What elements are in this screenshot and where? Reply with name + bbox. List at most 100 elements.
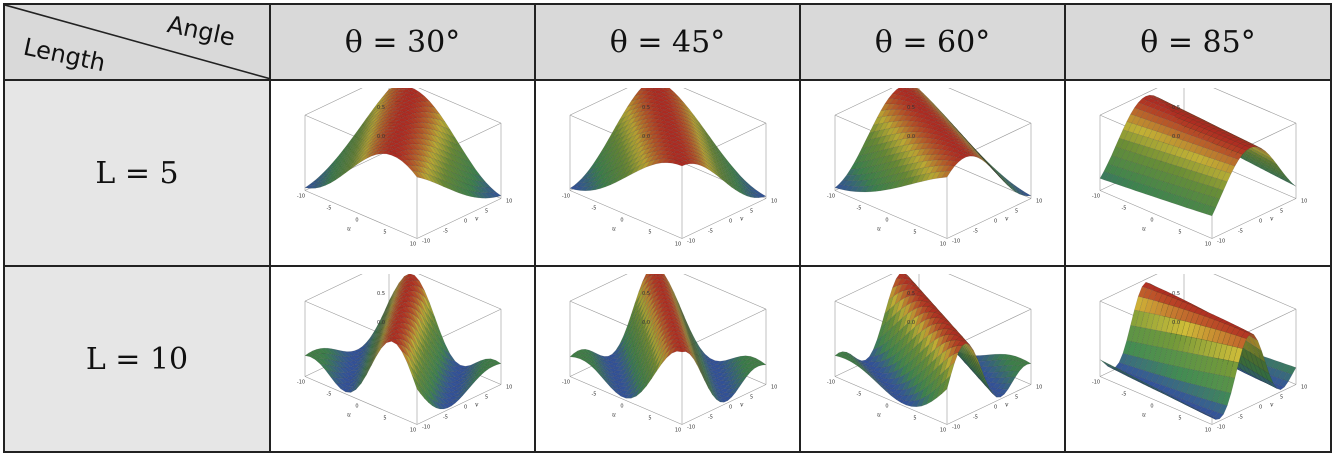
v-tick-label: -10 bbox=[952, 425, 960, 431]
u-tick-label: 0 bbox=[355, 404, 358, 410]
v-tick-label: -5 bbox=[708, 415, 713, 421]
u-tick-label: -5 bbox=[1122, 206, 1127, 212]
v-tick-label: 10 bbox=[1036, 385, 1042, 391]
v-tick-label: 10 bbox=[1301, 199, 1307, 205]
v-tick-label: 0 bbox=[1259, 405, 1262, 411]
surface-mesh bbox=[834, 274, 1031, 407]
u-tick-label: 10 bbox=[674, 428, 680, 434]
v-tick-label: 5 bbox=[1280, 395, 1283, 401]
surface-mesh bbox=[834, 88, 1031, 197]
u-tick-label: 0 bbox=[620, 404, 623, 410]
u-tick-label: 10 bbox=[409, 428, 415, 434]
v-tick-label: 0 bbox=[729, 405, 732, 411]
u-tick-label: 10 bbox=[939, 428, 945, 434]
column-header-angle-30: θ = 30° bbox=[269, 3, 536, 81]
z-tick-label: 0.0 bbox=[642, 134, 650, 140]
v-tick-label: -10 bbox=[1217, 239, 1225, 245]
u-tick-label: -5 bbox=[1122, 392, 1127, 398]
u-tick-label: -5 bbox=[591, 392, 596, 398]
u-tick-label: -5 bbox=[591, 206, 596, 212]
u-tick-label: -5 bbox=[856, 206, 861, 212]
v-tick-label: -5 bbox=[443, 229, 448, 235]
u-tick-label: -5 bbox=[326, 206, 331, 212]
u-tick-label: 5 bbox=[1178, 416, 1181, 422]
u-tick-label: -10 bbox=[561, 380, 569, 386]
u-tick-label: 5 bbox=[383, 230, 386, 236]
u-tick-label: 5 bbox=[913, 416, 916, 422]
u-axis-label: u bbox=[612, 226, 616, 233]
v-tick-label: -5 bbox=[443, 415, 448, 421]
u-tick-label: 10 bbox=[939, 242, 945, 248]
z-tick-label: 0.0 bbox=[1172, 134, 1180, 140]
z-tick-label: 0.5 bbox=[1172, 291, 1180, 297]
row-header-length-10: L = 10 bbox=[3, 265, 271, 453]
v-tick-label: 10 bbox=[506, 385, 512, 391]
v-axis-label: v bbox=[740, 402, 744, 409]
column-header-angle-45: θ = 45° bbox=[534, 3, 801, 81]
u-tick-label: -5 bbox=[326, 392, 331, 398]
v-tick-label: 5 bbox=[750, 395, 753, 401]
v-tick-label: 0 bbox=[729, 219, 732, 225]
u-tick-label: 5 bbox=[648, 230, 651, 236]
u-tick-label: 10 bbox=[1205, 242, 1211, 248]
v-tick-label: 5 bbox=[1015, 209, 1018, 215]
u-axis-label: u bbox=[877, 412, 881, 419]
u-axis-label: u bbox=[347, 412, 351, 419]
v-tick-label: -5 bbox=[1238, 415, 1243, 421]
v-tick-label: 0 bbox=[464, 219, 467, 225]
v-tick-label: -5 bbox=[1238, 229, 1243, 235]
u-tick-label: -10 bbox=[826, 194, 834, 200]
v-tick-label: 5 bbox=[1280, 209, 1283, 215]
u-tick-label: 0 bbox=[1150, 218, 1153, 224]
u-tick-label: -10 bbox=[1092, 380, 1100, 386]
z-tick-label: 0.5 bbox=[907, 105, 915, 111]
v-axis-label: v bbox=[1270, 402, 1274, 409]
z-tick-label: 0.0 bbox=[377, 134, 385, 140]
surface-mesh bbox=[569, 88, 766, 198]
u-axis-label: u bbox=[612, 412, 616, 419]
z-tick-label: 0.5 bbox=[1172, 105, 1180, 111]
v-tick-label: -10 bbox=[687, 425, 695, 431]
v-tick-label: -5 bbox=[973, 229, 978, 235]
surface-mesh bbox=[304, 88, 501, 199]
z-tick-label: 0.5 bbox=[642, 105, 650, 111]
v-tick-label: 0 bbox=[994, 219, 997, 225]
z-tick-label: 0.0 bbox=[907, 320, 915, 326]
u-tick-label: -5 bbox=[856, 392, 861, 398]
surface-mesh bbox=[569, 274, 766, 403]
v-tick-label: 0 bbox=[464, 405, 467, 411]
z-tick-label: 0.5 bbox=[377, 291, 385, 297]
v-tick-label: -5 bbox=[708, 229, 713, 235]
u-tick-label: 10 bbox=[1205, 428, 1211, 434]
u-tick-label: 0 bbox=[885, 404, 888, 410]
u-tick-label: -10 bbox=[296, 380, 304, 386]
v-tick-label: 5 bbox=[750, 209, 753, 215]
v-tick-label: -10 bbox=[952, 239, 960, 245]
v-tick-label: 10 bbox=[1301, 385, 1307, 391]
v-tick-label: -5 bbox=[973, 415, 978, 421]
surface-mesh bbox=[304, 274, 501, 410]
v-tick-label: 10 bbox=[771, 199, 777, 205]
u-tick-label: -10 bbox=[826, 380, 834, 386]
u-tick-label: 0 bbox=[1150, 404, 1153, 410]
z-tick-label: 0.0 bbox=[1172, 320, 1180, 326]
u-tick-label: -10 bbox=[1092, 194, 1100, 200]
v-tick-label: -10 bbox=[422, 239, 430, 245]
wave-angle-length-table: Angle Length θ = 30° θ = 45° θ = 60° θ =… bbox=[3, 3, 1332, 453]
z-tick-label: 0.0 bbox=[907, 134, 915, 140]
surface-mesh bbox=[1099, 282, 1297, 420]
